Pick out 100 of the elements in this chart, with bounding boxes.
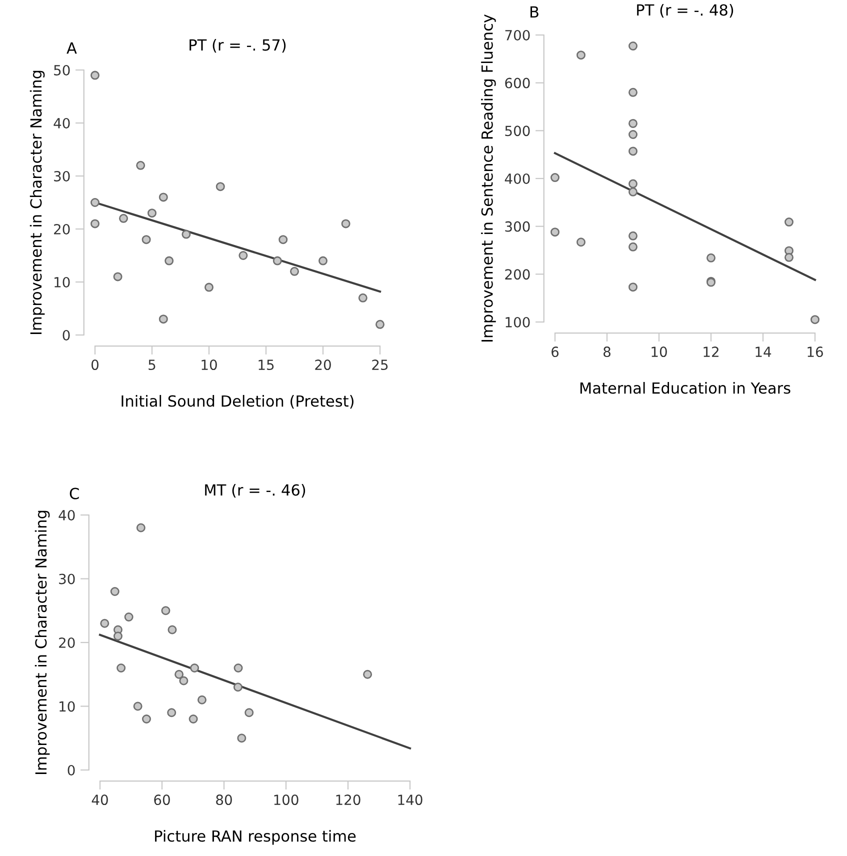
point xyxy=(164,256,174,266)
y-tick-label: 20 xyxy=(54,224,70,234)
y-tick-label: 500 xyxy=(505,126,530,136)
text: C xyxy=(70,488,79,500)
point xyxy=(136,160,146,170)
point xyxy=(628,88,638,97)
point xyxy=(784,218,794,227)
chart-title: PT (r = -. 48) xyxy=(637,4,734,18)
text: B xyxy=(530,6,538,18)
x-tick-label: 14 xyxy=(756,346,772,357)
x-tick-label: 15 xyxy=(258,360,274,370)
point xyxy=(628,130,638,139)
x-tick-label: 12 xyxy=(704,346,718,357)
y-axis-title: Improvement in Sentence Reading Fluency xyxy=(481,14,496,342)
point xyxy=(290,266,299,276)
y-tick-label: 30 xyxy=(59,574,75,584)
point xyxy=(216,182,225,192)
point xyxy=(363,670,372,679)
x-tick-label: 60 xyxy=(154,794,170,806)
y-tick-label: 0 xyxy=(68,764,75,776)
point xyxy=(182,230,191,239)
point xyxy=(197,695,206,704)
point xyxy=(376,320,384,329)
point xyxy=(628,242,638,252)
point xyxy=(278,235,288,244)
x-tick-label: 80 xyxy=(216,794,232,806)
chart-title: MT (r = -. 46) xyxy=(205,484,306,498)
point xyxy=(810,315,820,324)
point xyxy=(628,42,638,50)
point xyxy=(576,50,586,60)
point xyxy=(234,664,243,672)
x-tick-label: 16 xyxy=(808,346,823,358)
point xyxy=(168,625,177,634)
point xyxy=(204,282,214,292)
point xyxy=(116,664,126,672)
x-tick-label: 20 xyxy=(315,360,331,370)
x-tick-label: 100 xyxy=(274,794,298,806)
point xyxy=(90,219,100,228)
x-tick-label: 120 xyxy=(336,794,360,806)
x-axis-title: Initial Sound Deletion (Pretest) xyxy=(122,394,354,409)
y-tick-label: 600 xyxy=(505,78,530,88)
point xyxy=(238,251,248,260)
point xyxy=(113,272,122,282)
y-tick-label: 200 xyxy=(505,269,530,280)
point xyxy=(90,70,100,80)
y-axis-title: Improvement in Character Naming xyxy=(30,70,45,334)
x-tick-label: 25 xyxy=(372,360,388,370)
point xyxy=(318,256,328,266)
x-tick-label: 0 xyxy=(91,360,98,370)
y-axis-title: Improvement in Character Naming xyxy=(34,510,50,774)
point xyxy=(233,682,242,692)
y-tick-label: 100 xyxy=(506,316,530,328)
text: A xyxy=(66,42,77,54)
point xyxy=(142,235,151,244)
point xyxy=(358,293,368,302)
x-tick-label: 40 xyxy=(92,794,108,806)
point xyxy=(158,314,168,324)
x-axis-title: Picture RAN response time xyxy=(155,830,356,845)
point xyxy=(628,118,638,128)
point xyxy=(124,612,134,622)
point xyxy=(110,587,120,596)
point xyxy=(550,228,560,237)
y-tick-label: 400 xyxy=(504,173,530,184)
x-tick-label: 140 xyxy=(398,794,422,806)
x-tick-label: 10 xyxy=(202,360,217,370)
point xyxy=(100,618,110,628)
x-tick-label: 8 xyxy=(604,346,610,358)
point xyxy=(133,702,142,711)
x-axis-title: Maternal Education in Years xyxy=(580,382,790,394)
point xyxy=(161,606,170,616)
point xyxy=(148,208,156,218)
point xyxy=(628,146,638,156)
point xyxy=(188,714,198,724)
point xyxy=(628,179,638,188)
point xyxy=(119,214,128,223)
x-tick-label: 6 xyxy=(552,346,559,358)
point xyxy=(190,664,200,672)
point xyxy=(142,714,151,724)
point xyxy=(90,198,100,207)
point xyxy=(113,632,122,641)
point xyxy=(341,219,350,228)
point xyxy=(174,670,184,679)
x-tick-label: 5 xyxy=(148,360,156,370)
y-tick-label: 300 xyxy=(505,221,530,232)
point xyxy=(179,676,188,686)
y-tick-label: 50 xyxy=(54,64,70,76)
y-tick-label: 30 xyxy=(54,170,70,182)
chart-title: PT (r = -. 57) xyxy=(190,38,286,53)
y-tick-label: 700 xyxy=(505,30,530,40)
point xyxy=(628,187,638,196)
point xyxy=(706,253,716,262)
point xyxy=(628,282,638,292)
y-tick-label: 10 xyxy=(60,701,75,712)
point xyxy=(158,192,168,202)
point xyxy=(576,238,586,247)
y-tick-label: 10 xyxy=(54,276,70,288)
point xyxy=(550,173,560,182)
x-tick-label: 10 xyxy=(652,346,667,358)
y-tick-label: 0 xyxy=(62,330,70,340)
y-tick-label: 40 xyxy=(58,510,75,520)
